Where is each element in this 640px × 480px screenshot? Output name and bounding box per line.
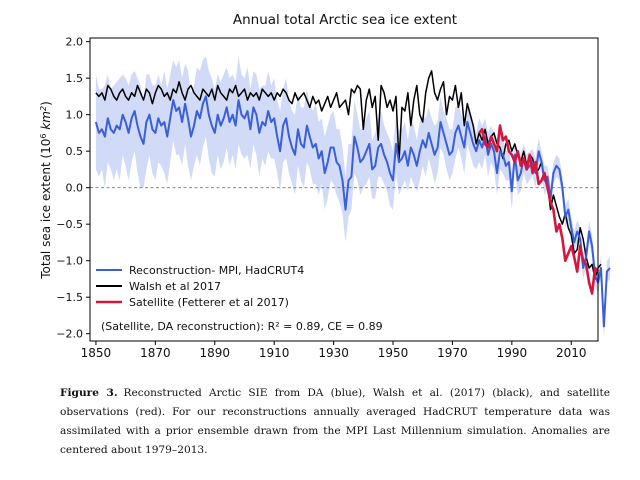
legend-label-satellite: Satellite (Fetterer et al 2017): [129, 296, 289, 309]
legend: Reconstruction- MPI, HadCRUT4 Walsh et a…: [96, 264, 304, 309]
figure-chart: Annual total Arctic sea ice extent 1850 1…: [39, 12, 611, 360]
x-tick-label: 1930: [318, 346, 349, 360]
legend-label-walsh: Walsh et al 2017: [129, 280, 221, 293]
y-tick-label: −1.5: [56, 291, 83, 304]
y-axis-label-end: ): [39, 101, 53, 106]
series-layer: [94, 70, 611, 328]
y-tick-label: 2.0: [66, 36, 84, 49]
plot-frame: [89, 37, 599, 342]
y-axis: 2.0 1.5 1.0 0.5 0.0 −0.5 −1.0 −1.5 −2.0: [56, 36, 90, 341]
y-axis-label-sup2: 2: [39, 106, 48, 111]
y-tick-label: −1.0: [56, 255, 83, 268]
y-axis-label-main: Total sea ice extent (10: [39, 139, 53, 280]
x-tick-label: 1970: [437, 346, 468, 360]
uncertainty-band: [95, 56, 610, 338]
stats-annotation: (Satellite, DA reconstruction): R² = 0.8…: [101, 320, 383, 333]
x-tick-label: 1990: [497, 346, 528, 360]
y-tick-label: 0.0: [66, 182, 84, 195]
x-tick-label: 1890: [199, 346, 230, 360]
caption-text: Reconstructed Arctic SIE from DA (blue),…: [60, 387, 610, 456]
y-tick-label: 0.5: [66, 145, 84, 158]
x-tick-label: 2010: [556, 346, 587, 360]
y-axis-label-unit: km: [39, 111, 53, 133]
figure-caption: Figure 3. Reconstructed Arctic SIE from D…: [60, 384, 610, 460]
y-tick-label: −0.5: [56, 218, 83, 231]
x-tick-label: 1910: [259, 346, 290, 360]
x-tick-label: 1870: [140, 346, 171, 360]
satellite-line: [478, 124, 599, 295]
reconstruction-uncertainty-band: [95, 56, 610, 338]
y-axis-label-sup: 6: [39, 133, 48, 138]
y-axis-label: Total sea ice extent (106 km2): [39, 101, 54, 280]
caption-label: Figure 3.: [60, 387, 118, 399]
legend-label-reconstruction: Reconstruction- MPI, HadCRUT4: [129, 264, 304, 277]
x-tick-label: 1850: [81, 346, 112, 360]
x-tick-label: 1950: [378, 346, 409, 360]
y-tick-label: −2.0: [56, 328, 83, 341]
x-axis: 1850 1870 1890 1910 1930 1950 1970 1990 2010: [81, 341, 587, 360]
y-tick-label: 1.0: [66, 109, 84, 122]
y-tick-label: 1.5: [66, 72, 84, 85]
chart-title: Annual total Arctic sea ice extent: [233, 12, 457, 28]
